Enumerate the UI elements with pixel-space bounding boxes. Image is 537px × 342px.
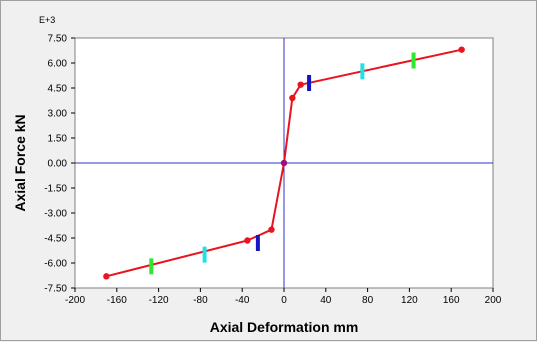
x-tick-label: -40 — [235, 295, 250, 306]
y-tick-label: 0.00 — [48, 159, 68, 170]
hinge-marker — [149, 258, 154, 275]
x-tick-label: -120 — [149, 295, 169, 306]
x-axis-title: Axial Deformation mm — [210, 319, 359, 335]
data-point — [280, 159, 288, 167]
x-tick-label: 80 — [362, 295, 374, 306]
hinge-marker — [307, 75, 312, 91]
y-tick-label: 4.50 — [48, 84, 68, 95]
y-axis-ticks: 7.50 6.00 4.50 3.00 1.50 0.00 -1.50 -3.00 -4.50 -… — [44, 34, 75, 295]
data-point — [103, 273, 110, 280]
x-tick-label: -80 — [193, 295, 208, 306]
hinge-markers — [149, 52, 416, 275]
x-tick-label: 160 — [443, 295, 460, 306]
y-axis-title: Axial Force kN — [12, 114, 28, 211]
x-axis-ticks: -200 -160 -120 -80 -40 0 40 80 120 160 200 — [65, 288, 502, 306]
data-point — [458, 46, 465, 53]
y-tick-label: 7.50 — [48, 34, 68, 45]
x-tick-label: 0 — [281, 295, 287, 306]
y-tick-label: -4.50 — [44, 234, 67, 245]
y-tick-label: -7.50 — [44, 284, 67, 295]
x-tick-label: -200 — [65, 295, 85, 306]
hinge-marker — [360, 63, 365, 80]
data-point — [289, 94, 296, 102]
data-point — [268, 226, 275, 233]
x-tick-label: 120 — [401, 295, 418, 306]
hinge-marker — [255, 235, 260, 251]
y-multiplier-label: E+3 — [39, 15, 55, 25]
y-tick-label: -1.50 — [44, 184, 67, 195]
data-point — [297, 81, 304, 88]
y-tick-label: 3.00 — [48, 109, 68, 120]
x-tick-label: -160 — [107, 295, 127, 306]
y-tick-label: -6.00 — [44, 259, 67, 270]
y-tick-label: -3.00 — [44, 209, 67, 220]
hinge-marker — [411, 52, 416, 69]
data-point — [244, 237, 251, 244]
x-tick-label: 200 — [485, 295, 502, 306]
hinge-marker — [202, 246, 207, 263]
series-layer — [103, 46, 465, 280]
y-tick-label: 1.50 — [48, 134, 68, 145]
y-tick-label: 6.00 — [48, 59, 68, 70]
x-tick-label: 40 — [320, 295, 332, 306]
